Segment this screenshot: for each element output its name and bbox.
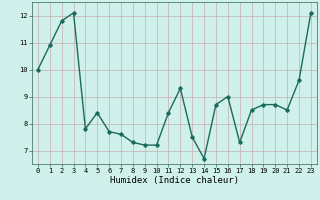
X-axis label: Humidex (Indice chaleur): Humidex (Indice chaleur)	[110, 176, 239, 185]
